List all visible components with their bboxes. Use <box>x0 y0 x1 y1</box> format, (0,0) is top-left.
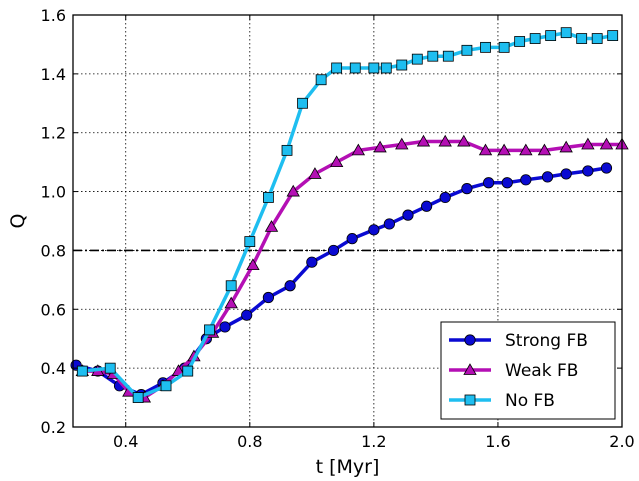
y-axis-label: Q <box>7 214 29 229</box>
data-point <box>182 365 194 377</box>
x-axis-label: t [Myr] <box>316 456 380 478</box>
plot-frame <box>72 14 623 428</box>
data-point <box>351 143 366 156</box>
data-point <box>160 380 172 392</box>
data-point <box>373 140 387 153</box>
data-point <box>411 53 423 65</box>
data-point <box>478 143 493 156</box>
data-point <box>461 183 473 195</box>
data-point <box>396 59 408 71</box>
data-point <box>244 236 256 248</box>
data-point <box>560 168 572 180</box>
data-point <box>263 192 274 203</box>
data-point <box>380 62 392 74</box>
data-point <box>600 162 613 174</box>
data-point <box>346 233 358 245</box>
data-point <box>281 144 293 156</box>
data-point <box>599 137 614 150</box>
data-point <box>541 171 554 183</box>
data-point <box>308 167 322 179</box>
data-point <box>591 33 603 44</box>
data-point <box>576 33 588 44</box>
data-point <box>219 321 231 333</box>
y-tick-label: 0.6 <box>41 300 66 319</box>
data-point <box>368 224 380 236</box>
legend-marker <box>464 394 476 406</box>
data-point <box>581 137 595 150</box>
data-point <box>132 392 144 403</box>
data-point <box>246 258 260 271</box>
data-point <box>461 44 473 56</box>
data-point <box>395 137 409 150</box>
data-point <box>327 244 340 257</box>
legend-label: Strong FB <box>505 331 588 351</box>
data-point <box>416 134 431 147</box>
data-point <box>402 209 414 221</box>
series-triangle <box>75 134 629 403</box>
data-point <box>241 309 253 321</box>
y-tick-label: 1.2 <box>41 124 66 143</box>
legend: Strong FB Weak FB No FB <box>440 321 616 420</box>
data-point <box>76 365 88 377</box>
data-point <box>204 324 215 336</box>
data-point <box>560 27 572 39</box>
data-point <box>559 140 573 153</box>
data-point <box>331 62 343 74</box>
data-point <box>264 220 279 232</box>
data-point <box>306 256 318 268</box>
data-point <box>457 134 471 147</box>
data-point <box>225 280 237 292</box>
x-tick-label: 0.8 <box>237 432 262 451</box>
series-square <box>76 27 619 403</box>
data-point <box>483 177 495 189</box>
x-tick-label: 1.2 <box>361 432 386 451</box>
data-point <box>545 30 557 42</box>
data-point <box>514 36 526 47</box>
data-point <box>297 97 308 109</box>
data-point <box>520 174 532 186</box>
data-point <box>368 62 380 74</box>
legend-label: Weak FB <box>505 361 578 381</box>
data-point <box>537 143 552 156</box>
data-point <box>349 62 361 74</box>
data-point <box>497 143 511 156</box>
legend-marker <box>464 334 476 346</box>
data-point <box>224 296 238 309</box>
x-tick-label: 0.4 <box>113 432 138 451</box>
data-point <box>480 41 491 53</box>
x-tick-label: 1.6 <box>485 432 510 451</box>
data-point <box>284 280 296 292</box>
data-point <box>329 155 344 168</box>
data-series <box>70 27 629 403</box>
data-point <box>501 177 513 189</box>
data-point <box>607 30 619 42</box>
y-tick-label: 0.2 <box>41 418 66 437</box>
y-tick-label: 1.4 <box>41 65 66 84</box>
data-point <box>438 134 452 147</box>
data-point <box>439 191 451 204</box>
data-point <box>315 74 327 86</box>
data-point <box>104 362 116 374</box>
y-tick-label: 1.6 <box>41 6 66 25</box>
data-point <box>529 33 541 44</box>
data-point <box>498 41 510 53</box>
y-tick-label: 1.0 <box>41 183 66 202</box>
x-tick-label: 2.0 <box>609 432 634 451</box>
axis-ticks: 0.4 0.8 1.2 1.6 2.0 0.2 0.4 0.6 0.8 1.0 1.2 1.4 1.6 <box>41 6 635 451</box>
data-point <box>582 165 594 177</box>
legend-marker <box>463 363 477 375</box>
y-tick-label: 0.8 <box>41 241 66 260</box>
data-point <box>286 184 300 197</box>
data-point <box>262 291 275 304</box>
data-point <box>519 143 533 156</box>
y-tick-label: 0.4 <box>41 359 66 378</box>
data-point <box>383 218 395 230</box>
data-point <box>427 50 439 62</box>
data-point <box>420 200 433 212</box>
data-point <box>442 50 454 62</box>
legend-label: No FB <box>505 391 555 411</box>
